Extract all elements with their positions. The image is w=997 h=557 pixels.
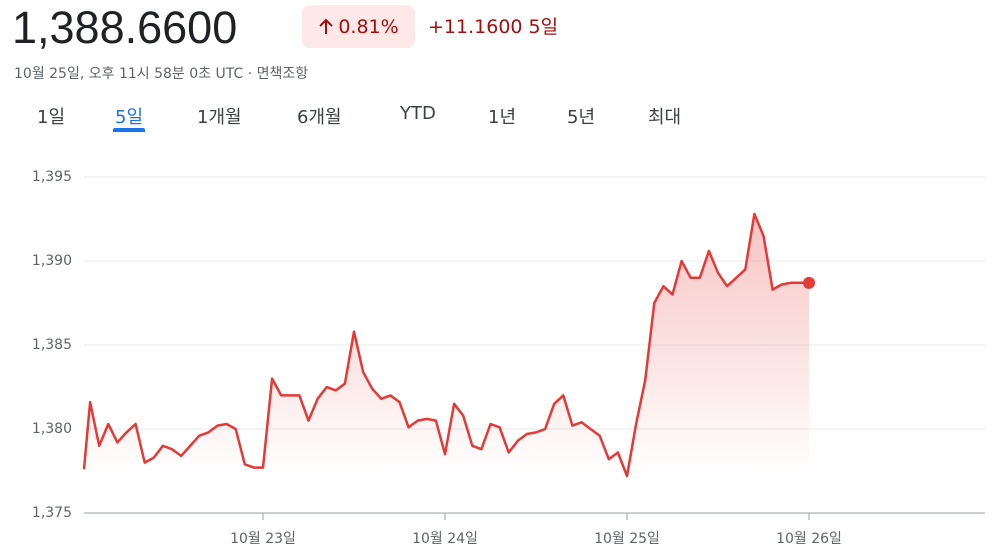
y-tick-label: 1,375 — [32, 505, 72, 521]
y-tick-label: 1,385 — [32, 337, 72, 353]
tab[interactable]: 최대 — [648, 107, 682, 128]
timestamp: 10월 25일, 오후 11시 58분 0초 UTC — [14, 66, 244, 82]
tab-underline — [113, 128, 145, 132]
tab[interactable]: 5년 — [567, 107, 596, 128]
separator: · — [247, 66, 253, 82]
last-point — [803, 276, 815, 289]
x-tick-label: 10월 24일 — [412, 531, 478, 547]
up-arrow — [319, 18, 334, 34]
x-tick-label: 10월 26일 — [776, 531, 842, 547]
timestamp-line: 10월 25일, 오후 11시 58분 0초 UTC · 면책조항 — [14, 63, 308, 83]
tab[interactable]: 6개월 — [297, 107, 342, 128]
x-tick-label: 10월 23일 — [230, 531, 296, 547]
price: 1,388.6600 — [12, 2, 238, 53]
change-abs: +11.1600 — [428, 16, 523, 38]
disclaimer[interactable]: 면책조항 — [256, 66, 309, 82]
y-tick-label: 1,380 — [32, 421, 72, 437]
tab[interactable]: 1일 — [37, 107, 66, 128]
tab[interactable]: 1개월 — [197, 107, 242, 128]
tab[interactable]: 1년 — [488, 107, 517, 128]
tab[interactable]: 5일 — [115, 107, 144, 128]
x-tick-label: 10월 25일 — [594, 531, 660, 547]
y-tick-label: 1,390 — [32, 253, 72, 269]
tab[interactable]: YTD — [400, 103, 436, 124]
area — [84, 214, 809, 476]
change: +11.1600 5일 — [428, 12, 558, 39]
y-tick-label: 1,395 — [32, 169, 72, 185]
change-period: 5일 — [528, 16, 559, 38]
change-percent: 0.81% — [338, 15, 399, 38]
price-line — [82, 212, 809, 478]
change-pill: 0.81% — [302, 5, 415, 48]
